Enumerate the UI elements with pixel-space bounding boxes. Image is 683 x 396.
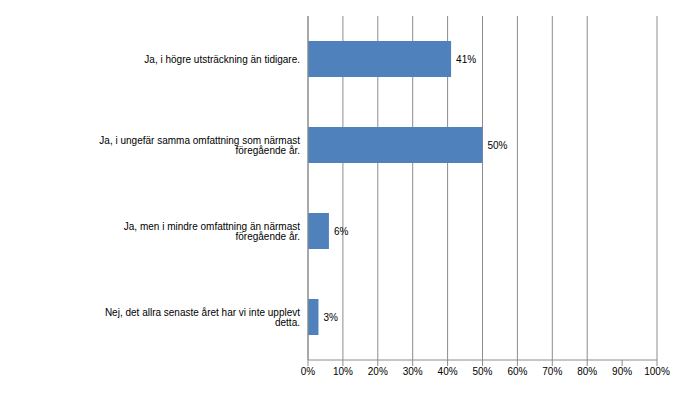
svg-text:50%: 50% — [488, 140, 508, 151]
svg-text:100%: 100% — [644, 366, 670, 377]
svg-text:40%: 40% — [438, 366, 458, 377]
svg-text:Ja, i ungefär samma omfattning: Ja, i ungefär samma omfattning som närma… — [99, 135, 300, 156]
svg-text:20%: 20% — [368, 366, 388, 377]
svg-text:70%: 70% — [542, 366, 562, 377]
svg-text:10%: 10% — [333, 366, 353, 377]
svg-text:3%: 3% — [323, 312, 338, 323]
svg-text:50%: 50% — [472, 366, 492, 377]
svg-text:Nej, det allra senaste året ha: Nej, det allra senaste året har vi inte … — [105, 307, 300, 328]
svg-text:90%: 90% — [612, 366, 632, 377]
svg-text:Ja, i högre utsträckning än ti: Ja, i högre utsträckning än tidigare. — [144, 54, 300, 65]
svg-text:0%: 0% — [301, 366, 316, 377]
svg-text:60%: 60% — [507, 366, 527, 377]
svg-text:80%: 80% — [577, 366, 597, 377]
svg-text:6%: 6% — [334, 226, 349, 237]
svg-text:41%: 41% — [456, 54, 476, 65]
svg-text:Ja, men i mindre omfattning än: Ja, men i mindre omfattning än närmastfö… — [124, 221, 300, 242]
svg-text:30%: 30% — [403, 366, 423, 377]
